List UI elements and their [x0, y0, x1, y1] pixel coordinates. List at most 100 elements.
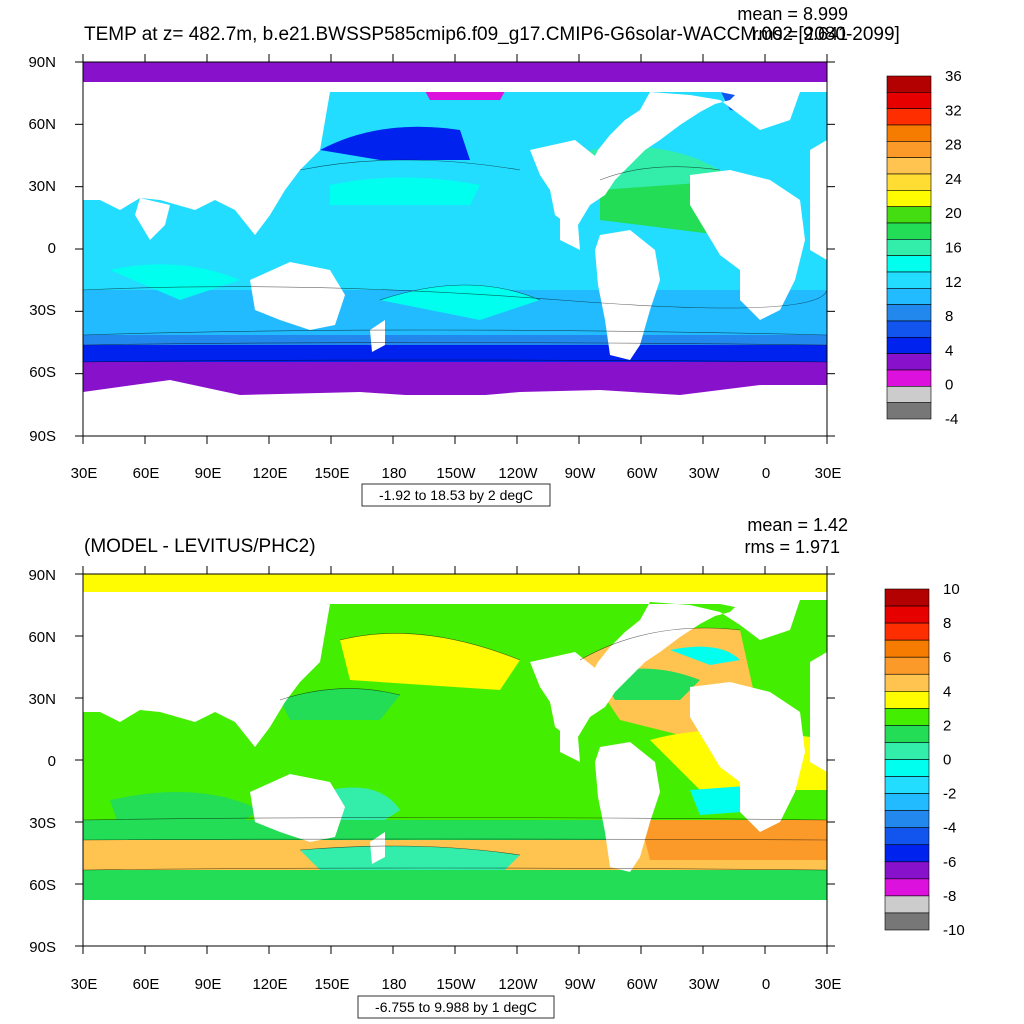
colorbar-swatch: [884, 725, 930, 743]
lon-label: 30W: [689, 976, 721, 993]
colorbar-swatch: [884, 861, 930, 880]
colorbar-swatch: [884, 742, 930, 760]
colorbar-label: 0: [945, 377, 953, 394]
colorbar-label: -2: [943, 786, 956, 803]
colorbar-label: -6: [943, 854, 956, 871]
colorbar-swatch: [886, 337, 932, 354]
lat-label: 0: [48, 753, 56, 770]
colorbar-label: 28: [945, 137, 962, 154]
colorbar-label: -8: [943, 888, 956, 905]
lon-label: 120W: [498, 976, 538, 993]
lat-label: 90S: [29, 428, 56, 445]
bottom-colorbar: [884, 588, 930, 931]
lon-label: 150W: [436, 976, 476, 993]
bottom-lon-labels: 30E 60E 90E 120E 150E 180 150W 120W 90W …: [71, 976, 842, 993]
colorbar-swatch: [884, 827, 930, 846]
top-title: TEMP at z= 482.7m, b.e21.BWSSP585cmip6.f…: [84, 24, 900, 45]
colorbar-label: 4: [943, 683, 951, 700]
lon-label: 30E: [815, 465, 842, 482]
colorbar-label: 10: [943, 581, 960, 598]
bottom-lat-labels: 90N 60N 30N 0 30S 60S 90S: [28, 567, 56, 956]
lat-label: 30N: [28, 178, 56, 195]
colorbar-swatch: [886, 124, 932, 142]
colorbar-swatch: [886, 206, 932, 224]
lon-label: 90E: [195, 465, 222, 482]
colorbar-swatch: [884, 912, 930, 931]
lat-label: 30N: [28, 691, 56, 708]
top-rms-label: rms = 9.641: [752, 24, 848, 44]
colorbar-label: 8: [945, 308, 953, 325]
lon-label: 180: [381, 976, 406, 993]
colorbar-swatch: [886, 173, 932, 191]
lon-label: 30W: [689, 465, 721, 482]
lon-label: 60E: [133, 465, 160, 482]
colorbar-swatch: [886, 75, 932, 93]
lat-label: 60S: [29, 877, 56, 894]
lat-label: 30S: [29, 815, 56, 832]
colorbar-swatch: [884, 639, 930, 658]
colorbar-swatch: [884, 708, 930, 726]
lat-label: 60N: [28, 116, 56, 133]
colorbar-label: 20: [945, 205, 962, 222]
colorbar-swatch: [884, 793, 930, 811]
lon-label: 150E: [314, 465, 349, 482]
colorbar-swatch: [884, 605, 930, 624]
lon-label: 0: [762, 465, 770, 482]
top-mean-label: mean = 8.999: [737, 4, 848, 24]
colorbar-label: 36: [945, 68, 962, 85]
colorbar-swatch: [886, 271, 932, 289]
colorbar-swatch: [884, 895, 930, 914]
lon-label: 90E: [195, 976, 222, 993]
colorbar-swatch: [886, 255, 932, 273]
lat-label: 30S: [29, 302, 56, 319]
bottom-mean-label: mean = 1.42: [747, 515, 848, 535]
top-panel: TEMP at z= 482.7m, b.e21.BWSSP585cmip6.f…: [28, 4, 962, 507]
lat-label: 0: [48, 240, 56, 257]
colorbar-swatch: [886, 141, 932, 158]
lat-label: 60N: [28, 629, 56, 646]
bottom-contour-info-text: -6.755 to 9.988 by 1 degC: [375, 999, 537, 1015]
colorbar-swatch: [884, 810, 930, 829]
colorbar-swatch: [884, 776, 930, 794]
colorbar-label: 12: [945, 274, 962, 291]
colorbar-swatch: [884, 844, 930, 863]
colorbar-swatch: [886, 353, 932, 371]
lon-label: 90W: [565, 465, 597, 482]
colorbar-swatch: [886, 402, 932, 420]
colorbar-swatch: [884, 690, 930, 709]
colorbar-swatch: [886, 288, 932, 305]
tick-marks: [75, 54, 835, 954]
colorbar-label: 0: [943, 752, 951, 769]
lon-label: 30E: [71, 465, 98, 482]
colorbar-swatch: [884, 673, 930, 692]
colorbar-swatch: [886, 157, 932, 175]
colorbar-swatch: [884, 759, 930, 777]
colorbar-swatch: [886, 369, 932, 387]
top-contour-info: -1.92 to 18.53 by 2 degC: [361, 483, 551, 507]
top-map: [83, 62, 827, 436]
lon-label: 60E: [133, 976, 160, 993]
top-lat-labels: 90N 60N 30N 0 30S 60S 90S: [28, 54, 56, 445]
bottom-rms-label: rms = 1.971: [744, 537, 840, 557]
lon-label: 90W: [565, 976, 597, 993]
lon-label: 180: [381, 465, 406, 482]
lon-label: 150W: [436, 465, 476, 482]
bottom-colorbar-labels: 10 8 6 4 2 0 -2 -4 -6 -8 -10: [943, 581, 965, 939]
lon-label: 30E: [815, 976, 842, 993]
colorbar-label: 24: [945, 171, 962, 188]
colorbar-swatch: [884, 588, 930, 607]
lon-label: 120E: [252, 465, 287, 482]
colorbar-label: -4: [943, 820, 956, 837]
colorbar-swatch: [884, 656, 930, 675]
colorbar-label: 4: [945, 342, 953, 359]
colorbar-swatch: [884, 622, 930, 641]
colorbar-swatch: [886, 386, 932, 403]
lat-label: 90N: [28, 567, 56, 584]
lat-label: 60S: [29, 364, 56, 381]
colorbar-swatch: [886, 190, 932, 207]
colorbar-label: -10: [943, 922, 965, 939]
lat-label: 90S: [29, 939, 56, 956]
top-colorbar: [886, 75, 932, 420]
bottom-contour-info: -6.755 to 9.988 by 1 degC: [357, 995, 555, 1019]
top-colorbar-labels: 36 32 28 24 20 16 12 8 4 0 -4: [945, 68, 962, 428]
